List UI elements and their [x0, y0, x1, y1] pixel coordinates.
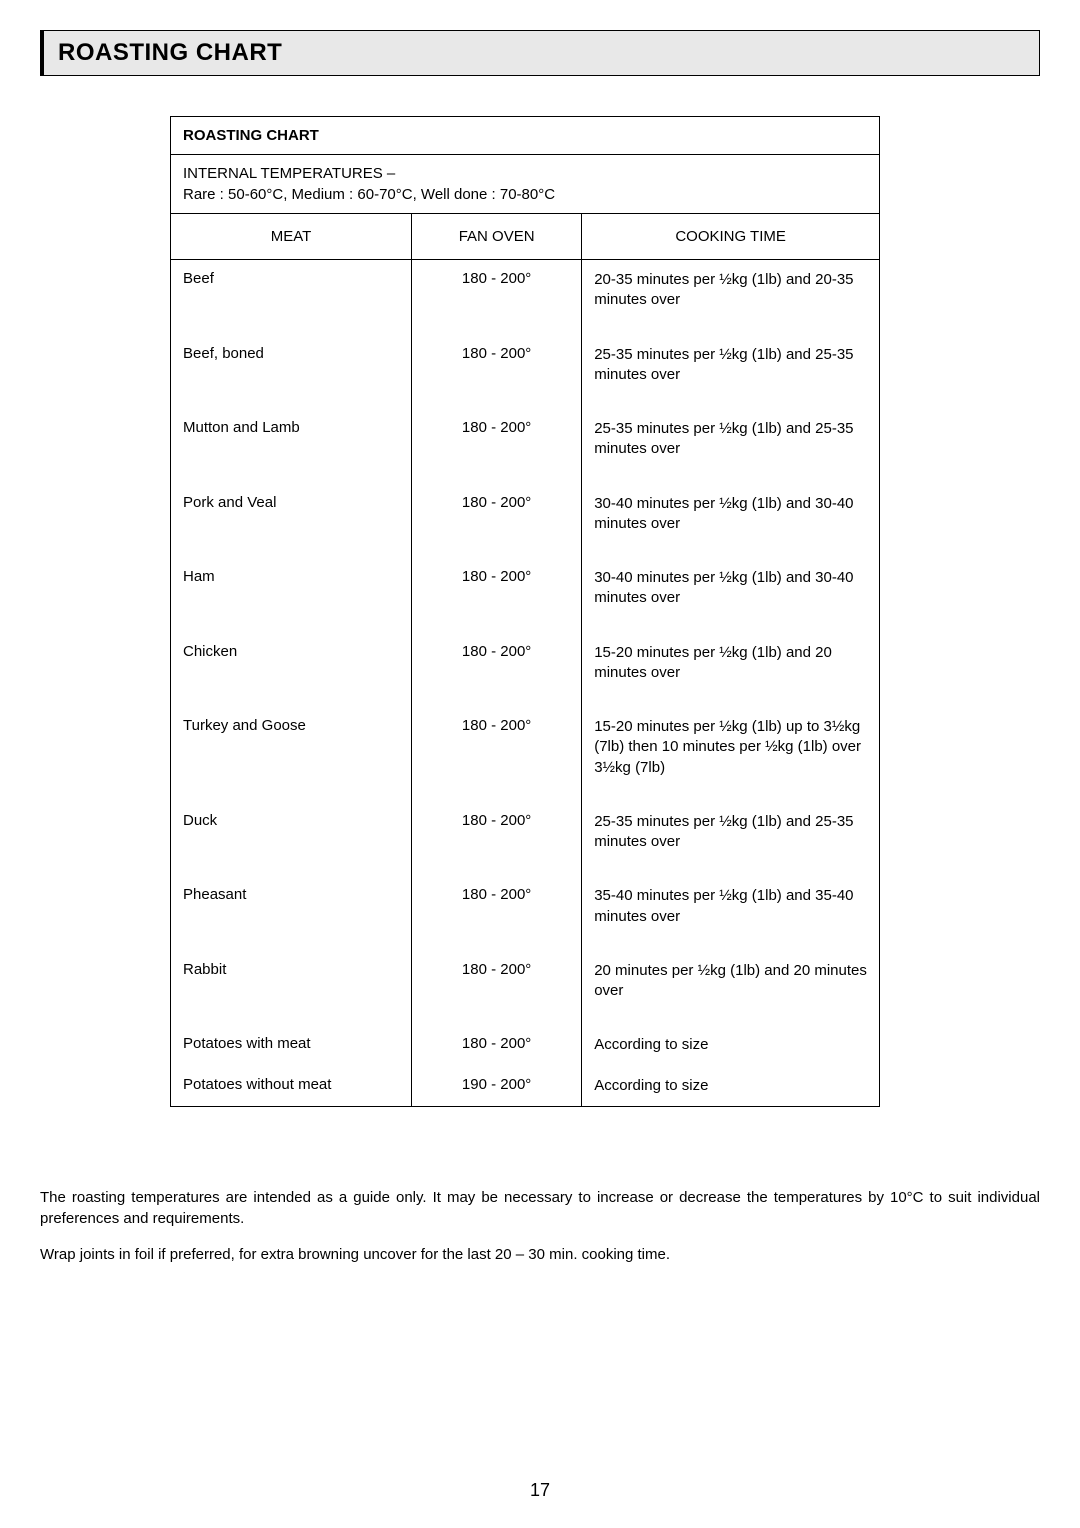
time-cell: 15-20 minutes per ½kg (1lb) up to 3½kg (…	[582, 707, 880, 802]
notes-section: The roasting temperatures are intended a…	[40, 1187, 1040, 1265]
note-paragraph: The roasting temperatures are intended a…	[40, 1187, 1040, 1229]
table-row: Beef 180 - 200° 20-35 minutes per ½kg (1…	[171, 260, 880, 335]
temp-cell: 180 - 200°	[412, 260, 582, 335]
time-cell: 35-40 minutes per ½kg (1lb) and 35-40 mi…	[582, 876, 880, 951]
internal-temps-values: Rare : 50-60°C, Medium : 60-70°C, Well d…	[183, 186, 555, 203]
temp-cell: 180 - 200°	[412, 1025, 582, 1065]
temp-cell: 180 - 200°	[412, 633, 582, 708]
time-cell: 30-40 minutes per ½kg (1lb) and 30-40 mi…	[582, 484, 880, 559]
time-cell: 20 minutes per ½kg (1lb) and 20 minutes …	[582, 951, 880, 1026]
meat-cell: Beef, boned	[171, 335, 412, 410]
temp-cell: 180 - 200°	[412, 409, 582, 484]
internal-temps-label: INTERNAL TEMPERATURES –	[183, 165, 395, 182]
roasting-table-container: ROASTING CHART INTERNAL TEMPERATURES – R…	[170, 116, 880, 1107]
table-row: Mutton and Lamb 180 - 200° 25-35 minutes…	[171, 409, 880, 484]
time-cell: According to size	[582, 1025, 880, 1065]
table-title-row: ROASTING CHART	[171, 117, 880, 155]
time-cell: 25-35 minutes per ½kg (1lb) and 25-35 mi…	[582, 409, 880, 484]
time-cell: 25-35 minutes per ½kg (1lb) and 25-35 mi…	[582, 802, 880, 877]
meat-cell: Potatoes with meat	[171, 1025, 412, 1065]
time-cell: 30-40 minutes per ½kg (1lb) and 30-40 mi…	[582, 558, 880, 633]
col-time-header: COOKING TIME	[582, 214, 880, 260]
meat-cell: Beef	[171, 260, 412, 335]
table-row: Potatoes with meat 180 - 200° According …	[171, 1025, 880, 1065]
table-row: Pheasant 180 - 200° 35-40 minutes per ½k…	[171, 876, 880, 951]
col-meat-header: MEAT	[171, 214, 412, 260]
temp-cell: 180 - 200°	[412, 484, 582, 559]
column-header-row: MEAT FAN OVEN COOKING TIME	[171, 214, 880, 260]
roasting-table: ROASTING CHART INTERNAL TEMPERATURES – R…	[170, 116, 880, 1107]
temp-cell: 180 - 200°	[412, 951, 582, 1026]
time-cell: 15-20 minutes per ½kg (1lb) and 20 minut…	[582, 633, 880, 708]
table-row: Duck 180 - 200° 25-35 minutes per ½kg (1…	[171, 802, 880, 877]
page-number: 17	[0, 1480, 1080, 1501]
table-title: ROASTING CHART	[171, 117, 880, 155]
meat-cell: Mutton and Lamb	[171, 409, 412, 484]
time-cell: 20-35 minutes per ½kg (1lb) and 20-35 mi…	[582, 260, 880, 335]
time-cell: 25-35 minutes per ½kg (1lb) and 25-35 mi…	[582, 335, 880, 410]
note-paragraph: Wrap joints in foil if preferred, for ex…	[40, 1244, 1040, 1265]
table-row: Ham 180 - 200° 30-40 minutes per ½kg (1l…	[171, 558, 880, 633]
section-heading: ROASTING CHART	[58, 39, 282, 66]
meat-cell: Pork and Veal	[171, 484, 412, 559]
temp-cell: 180 - 200°	[412, 335, 582, 410]
temp-cell: 180 - 200°	[412, 876, 582, 951]
internal-temps-row: INTERNAL TEMPERATURES – Rare : 50-60°C, …	[171, 155, 880, 214]
meat-cell: Pheasant	[171, 876, 412, 951]
table-row: Turkey and Goose 180 - 200° 15-20 minute…	[171, 707, 880, 802]
time-cell: According to size	[582, 1066, 880, 1107]
temp-cell: 180 - 200°	[412, 707, 582, 802]
table-row: Chicken 180 - 200° 15-20 minutes per ½kg…	[171, 633, 880, 708]
table-row: Potatoes without meat 190 - 200° Accordi…	[171, 1066, 880, 1107]
meat-cell: Rabbit	[171, 951, 412, 1026]
section-heading-bar: ROASTING CHART	[40, 30, 1040, 76]
meat-cell: Turkey and Goose	[171, 707, 412, 802]
internal-temps-cell: INTERNAL TEMPERATURES – Rare : 50-60°C, …	[171, 155, 880, 214]
meat-cell: Duck	[171, 802, 412, 877]
table-row: Rabbit 180 - 200° 20 minutes per ½kg (1l…	[171, 951, 880, 1026]
temp-cell: 190 - 200°	[412, 1066, 582, 1107]
temp-cell: 180 - 200°	[412, 558, 582, 633]
meat-cell: Ham	[171, 558, 412, 633]
temp-cell: 180 - 200°	[412, 802, 582, 877]
col-fanoven-header: FAN OVEN	[412, 214, 582, 260]
table-row: Pork and Veal 180 - 200° 30-40 minutes p…	[171, 484, 880, 559]
meat-cell: Potatoes without meat	[171, 1066, 412, 1107]
meat-cell: Chicken	[171, 633, 412, 708]
table-row: Beef, boned 180 - 200° 25-35 minutes per…	[171, 335, 880, 410]
